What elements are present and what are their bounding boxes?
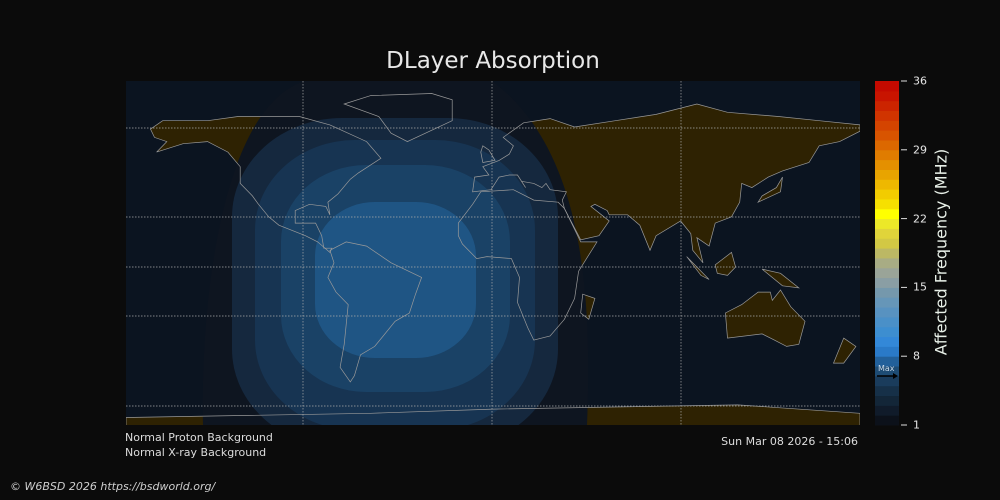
graticule [126, 81, 860, 425]
colorbar-segment [875, 277, 899, 288]
max-label: Max [878, 364, 895, 373]
colorbar-segment [875, 375, 899, 387]
colorbar-segment [875, 100, 899, 111]
xray-status: Normal X-ray Background [125, 446, 267, 459]
colorbar-segment [875, 316, 899, 328]
coastline-north-america [150, 116, 382, 253]
colorbar-segment [875, 385, 899, 397]
colorbar-segment [875, 90, 899, 102]
coastline-africa [457, 189, 598, 341]
coastline-madagascar [580, 293, 596, 320]
timestamp: Sun Mar 08 2026 - 15:06 [721, 435, 858, 448]
colorbar-segment [875, 248, 899, 259]
colorbar-segment [875, 238, 899, 249]
colorbar-segment [875, 336, 899, 347]
chart-title: DLayer Absorption [386, 48, 600, 74]
land-eurasia [472, 104, 860, 263]
land-new-guinea [762, 269, 799, 288]
colorbar-tick-label: 36 [913, 74, 927, 88]
land-japan [758, 177, 783, 203]
colorbar-segment [875, 346, 899, 357]
coastline-sumatra [686, 256, 710, 280]
coastline-new-zealand [832, 337, 857, 364]
colorbar-segment [875, 159, 899, 170]
land-new-zealand [833, 338, 856, 364]
colorbar-segment [875, 130, 899, 141]
colorbar-segment [875, 257, 899, 269]
colorbar-segment [875, 356, 899, 367]
colorbar-segment [875, 81, 899, 92]
coastline-japan [757, 176, 783, 204]
colorbar-tick-label: 1 [913, 418, 920, 432]
colorbar-tick-label: 8 [913, 349, 920, 363]
colorbar-label: Affected Frequency (MHz) [931, 148, 951, 356]
colorbar-segment [875, 326, 899, 338]
land-australia [725, 290, 805, 347]
colorbar-segment [875, 169, 899, 180]
colorbar-segment [875, 208, 899, 220]
land-borneo [715, 252, 736, 276]
colorbar-segment [875, 307, 899, 318]
coastline-eurasia [472, 103, 860, 264]
coastline-greenland [343, 93, 453, 142]
colorbar-segment [875, 366, 899, 377]
proton-status: Normal Proton Background [125, 431, 273, 444]
coastline-antarctica [126, 404, 860, 425]
coastline-australia [725, 289, 806, 347]
coastline-new-guinea [761, 268, 800, 289]
colorbar-segment [875, 395, 899, 406]
colorbar [875, 80, 907, 426]
colorbar-segment [875, 110, 899, 121]
absorption-contours [232, 118, 558, 425]
colorbar-segment [875, 228, 899, 239]
colorbar-segment [875, 218, 899, 229]
colorbar-segment [875, 267, 899, 279]
coastlines [126, 93, 860, 425]
colorbar-segment [875, 405, 899, 416]
colorbar-segment [875, 415, 899, 426]
colorbar-segment [875, 149, 899, 161]
coastline-britain [480, 145, 496, 163]
coastline-borneo [714, 251, 736, 276]
absorption-contour [315, 202, 476, 358]
colorbar-segment [875, 287, 899, 298]
max-marker: Max [877, 364, 898, 379]
colorbar-segment [875, 297, 899, 308]
colorbar-segment [875, 139, 899, 151]
copyright-footer: © W6BSD 2026 https://bsdworld.org/ [10, 480, 216, 493]
coastline-south-america [327, 241, 423, 383]
arrow-right-icon [893, 373, 898, 379]
colorbar-segment [875, 120, 899, 131]
colorbar-tick-label: 15 [913, 280, 927, 294]
colorbar-segment [875, 198, 899, 210]
colorbar-segment [875, 189, 899, 200]
colorbar-segment [875, 179, 899, 190]
colorbar-tick-label: 29 [913, 143, 927, 157]
colorbar-tick-label: 22 [913, 212, 927, 226]
